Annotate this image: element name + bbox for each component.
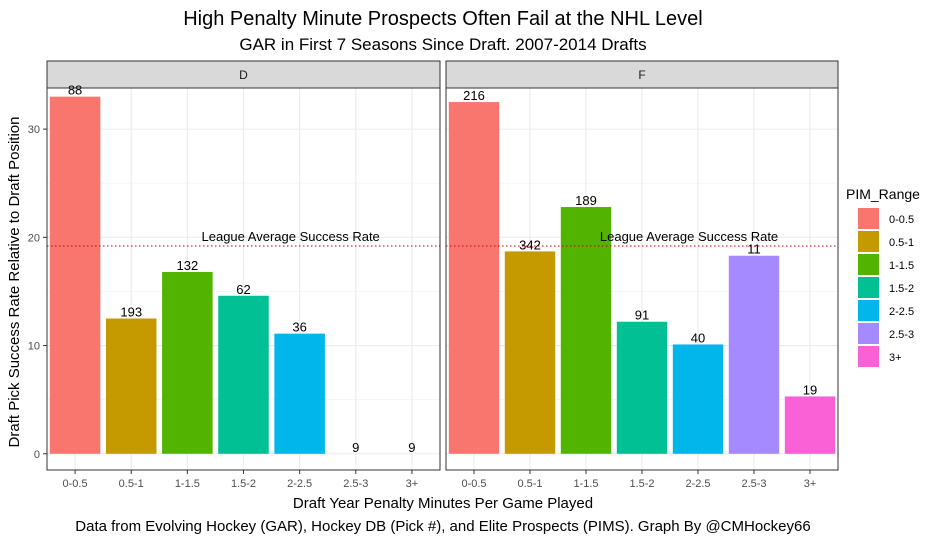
legend-swatch [858,323,879,344]
x-tick-label: 1.5-2 [231,478,256,490]
legend: PIM_Range 0-0.5 0.5-1 1-1.5 1.5-2 2-2.5 2.5-3… [846,186,920,367]
legend-label: 2-2.5 [889,306,914,318]
bar-count-label: 91 [635,308,649,323]
bar-F-1-1.5 [560,207,612,454]
legend-label: 1.5-2 [889,283,914,295]
x-tick-label: 0.5-1 [517,478,542,490]
bar-count-label: 88 [68,83,82,98]
bar-D-0.5-1 [105,318,157,454]
legend-title: PIM_Range [846,186,920,202]
bar-count-label: 40 [691,330,705,345]
bar-F-0.5-1 [504,251,556,454]
panel-D: D League Average Success Rate 88 193 132 62 36… [28,60,441,490]
bar-count-label: 9 [408,440,415,455]
legend-swatch [858,254,879,275]
bar-D-2-2.5 [274,333,325,454]
legend-swatch [858,300,879,321]
bar-count-label: 132 [177,258,199,273]
x-tick-label: 2-2.5 [287,478,312,490]
legend-label: 0.5-1 [889,237,914,249]
bar-count-label: 19 [803,382,817,397]
x-tick-label: 2.5-3 [343,478,368,490]
bar-count-label: 193 [120,304,142,319]
reference-line-label: League Average Success Rate [202,229,380,244]
x-tick-label: 1.5-2 [629,478,654,490]
bar-count-label: 216 [463,88,485,103]
x-tick-label: 0-0.5 [63,478,88,490]
bar-D-1.5-2 [218,295,269,454]
bar-count-label: 11 [747,242,761,257]
x-tick-label: 0-0.5 [461,478,486,490]
y-axis-title: Draft Pick Success Rate Relative to Draf… [6,117,23,448]
x-tick-label: 0.5-1 [119,478,144,490]
chart-caption: Data from Evolving Hockey (GAR), Hockey … [75,518,810,535]
legend-label: 0-0.5 [889,214,914,226]
legend-label: 3+ [889,352,902,364]
bar-F-2.5-3 [728,255,780,454]
x-tick-label: 1-1.5 [175,478,200,490]
legend-label: 2.5-3 [889,329,914,341]
y-tick-label: 0 [34,449,40,461]
chart-subtitle: GAR in First 7 Seasons Since Draft. 2007… [239,35,646,54]
bar-count-label: 36 [292,320,306,335]
x-tick-label: 3+ [406,478,419,490]
chart-title: High Penalty Minute Prospects Often Fail… [183,8,703,30]
x-axis-title: Draft Year Penalty Minutes Per Game Play… [293,495,593,512]
facet-panels: D League Average Success Rate 88 193 132 62 36… [28,60,839,490]
y-tick-label: 30 [28,124,40,136]
bar-count-label: 62 [236,282,250,297]
x-tick-label: 2-2.5 [685,478,710,490]
panel-F: F League Average Success Rate 216 342 189 91 4… [445,60,839,490]
bar-F-2-2.5 [672,344,724,454]
facet-strip-label: F [638,68,645,82]
facet-strip [445,60,839,89]
legend-items: 0-0.5 0.5-1 1-1.5 1.5-2 2-2.5 2.5-3 3+ [858,208,914,367]
x-tick-label: 3+ [804,478,817,490]
bar-F-0-0.5 [448,102,500,454]
y-tick-label: 10 [28,341,40,353]
bar-count-label: 189 [575,193,597,208]
legend-swatch [858,231,879,252]
bar-F-3+ [784,396,836,454]
bar-D-1-1.5 [162,271,213,454]
x-tick-label: 2.5-3 [741,478,766,490]
facet-strip-label: D [239,68,248,82]
bar-F-1.5-2 [616,321,668,454]
legend-swatch [858,208,879,229]
bar-count-label: 342 [519,237,541,252]
facet-strip [46,60,441,89]
bar-D-0-0.5 [49,96,101,454]
x-tick-label: 1-1.5 [573,478,598,490]
legend-label: 1-1.5 [889,260,914,272]
y-tick-label: 20 [28,232,40,244]
bar-count-label: 9 [352,440,359,455]
reference-line-label: League Average Success Rate [600,229,778,244]
legend-swatch [858,346,879,367]
legend-swatch [858,277,879,298]
